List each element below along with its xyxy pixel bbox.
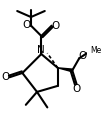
Text: Me: Me [90,46,101,55]
Text: O: O [52,21,60,31]
Polygon shape [58,68,73,72]
Text: O: O [78,51,87,61]
Text: N: N [37,45,45,55]
Text: O: O [23,20,31,30]
Text: O: O [73,84,81,94]
Text: O: O [1,72,9,82]
